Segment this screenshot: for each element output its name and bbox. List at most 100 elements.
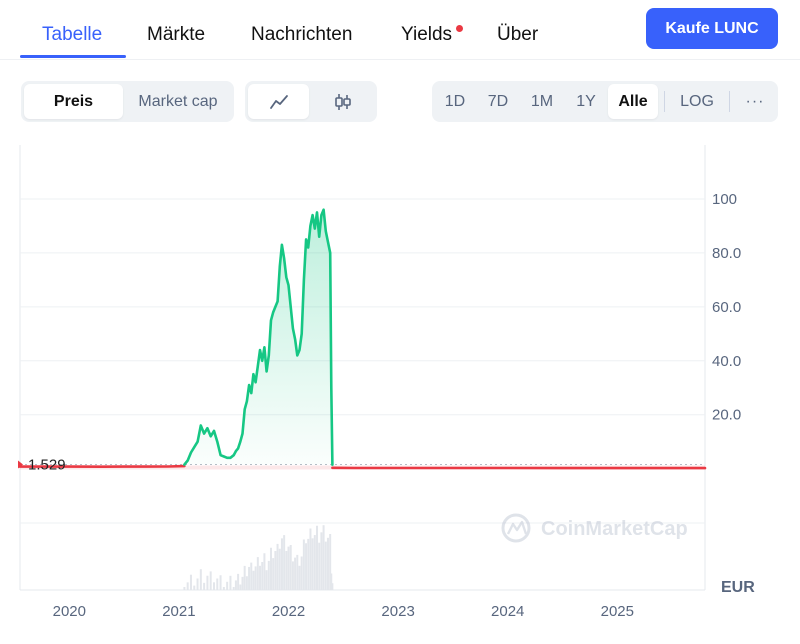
- top-tab-bar: Tabelle Märkte Nachrichten Yields Über: [0, 0, 800, 60]
- volume-bar: [216, 578, 219, 590]
- volume-bar: [259, 565, 262, 590]
- volume-bar: [274, 551, 277, 590]
- currency-unit-label: EUR: [721, 579, 755, 596]
- range-toggle: 1D 7D 1M 1Y Alle LOG ···: [432, 81, 778, 122]
- range-1m[interactable]: 1M: [530, 92, 554, 110]
- line-chart-button[interactable]: [248, 84, 309, 119]
- volume-bar: [283, 535, 286, 590]
- yields-notification-dot: [456, 25, 463, 32]
- tab-tabelle[interactable]: Tabelle: [42, 24, 103, 45]
- range-1d[interactable]: 1D: [444, 92, 466, 110]
- chart-canvas: 100 80.0 60.0 40.0 20.0 2020 2021 2022 2023 2024 2…: [18, 145, 755, 620]
- y-tick-label: 60.0: [712, 299, 741, 316]
- volume-bar: [289, 545, 292, 590]
- chart-style-toggle: [245, 81, 377, 122]
- volume-bar: [254, 566, 257, 590]
- volume-bar: [232, 587, 235, 590]
- volume-bar: [206, 575, 209, 590]
- active-tab-indicator: [20, 55, 126, 58]
- y-tick-label: 40.0: [712, 353, 741, 370]
- volume-bar: [248, 566, 251, 590]
- volume-bar: [287, 546, 290, 590]
- volume-bar: [280, 538, 283, 590]
- range-1y[interactable]: 1Y: [576, 92, 596, 110]
- buy-button[interactable]: Kaufe LUNC: [646, 8, 778, 49]
- volume-bar: [243, 565, 246, 590]
- volume-bar: [229, 575, 232, 590]
- volume-bar: [324, 541, 327, 590]
- tab-nachrichten[interactable]: Nachrichten: [251, 24, 353, 45]
- x-tick-label: 2022: [272, 603, 305, 620]
- reference-price-marker: [18, 460, 23, 469]
- volume-bar: [265, 570, 268, 590]
- y-tick-label: 20.0: [712, 407, 741, 424]
- more-options-button[interactable]: ···: [745, 92, 765, 110]
- volume-bar: [261, 562, 264, 590]
- volume-bar: [313, 535, 316, 590]
- candlestick-icon: [335, 93, 351, 110]
- coinmarketcap-watermark: CoinMarketCap: [501, 513, 688, 543]
- volume-bar: [296, 554, 299, 590]
- metric-option-market-cap[interactable]: Market cap: [138, 92, 218, 110]
- x-tick-label: 2024: [491, 603, 524, 620]
- volume-bar: [241, 576, 244, 590]
- price-series-line: [183, 208, 334, 466]
- line-chart-icon: [269, 94, 288, 109]
- volume-bar: [276, 543, 279, 590]
- volume-bar: [302, 539, 305, 590]
- volume-bar: [291, 561, 294, 590]
- volume-bar: [294, 557, 297, 590]
- x-tick-label: 2020: [53, 603, 86, 620]
- volume-bar: [237, 573, 240, 590]
- volume-bar: [199, 569, 202, 590]
- volume-bar: [193, 585, 196, 590]
- volume-bar: [322, 525, 325, 590]
- volume-bar: [278, 548, 281, 590]
- volume-bar: [226, 581, 229, 590]
- tab-yields[interactable]: Yields: [401, 24, 453, 45]
- range-divider: [729, 91, 730, 112]
- volume-bar: [203, 582, 206, 590]
- volume-bar: [239, 584, 242, 590]
- metric-option-price[interactable]: Preis: [24, 84, 123, 119]
- volume-bar: [189, 574, 192, 590]
- volume-bar: [330, 573, 333, 590]
- x-tick-label: 2025: [601, 603, 634, 620]
- x-tick-label: 2023: [381, 603, 414, 620]
- volume-bar: [316, 525, 319, 590]
- range-all[interactable]: Alle: [608, 84, 658, 119]
- log-scale-button[interactable]: LOG: [680, 92, 714, 110]
- range-7d[interactable]: 7D: [487, 92, 509, 110]
- volume-bar: [285, 550, 288, 590]
- volume-bar: [269, 547, 272, 590]
- coinmarketcap-logo-icon: [501, 513, 531, 543]
- range-divider: [664, 91, 665, 112]
- tab-maerkte[interactable]: Märkte: [147, 24, 206, 45]
- x-tick-label: 2021: [162, 603, 195, 620]
- volume-bar: [267, 560, 270, 590]
- volume-bar: [309, 528, 312, 590]
- volume-bar: [219, 575, 222, 590]
- volume-bar: [222, 587, 225, 590]
- y-tick-label: 100: [712, 191, 737, 208]
- volume-bar: [272, 558, 275, 590]
- volume-bar: [300, 556, 303, 590]
- volume-bar: [326, 537, 329, 590]
- volume-bar: [311, 538, 314, 590]
- volume-bar: [209, 571, 212, 590]
- tab-ueber[interactable]: Über: [497, 24, 539, 45]
- volume-bar: [234, 580, 237, 590]
- price-area-fill: [184, 209, 333, 465]
- volume-bar: [245, 576, 248, 590]
- volume-bar: [212, 582, 215, 590]
- y-tick-label: 80.0: [712, 245, 741, 262]
- volume-bar: [183, 587, 186, 590]
- price-series-line: [18, 464, 186, 469]
- reference-price-label: 1.529: [28, 457, 66, 474]
- volume-bar: [307, 538, 310, 590]
- volume-bar: [186, 582, 189, 590]
- volume-bar: [320, 532, 323, 590]
- volume-bar: [305, 543, 308, 590]
- volume-bar: [256, 557, 259, 590]
- candlestick-chart-button[interactable]: [312, 84, 374, 119]
